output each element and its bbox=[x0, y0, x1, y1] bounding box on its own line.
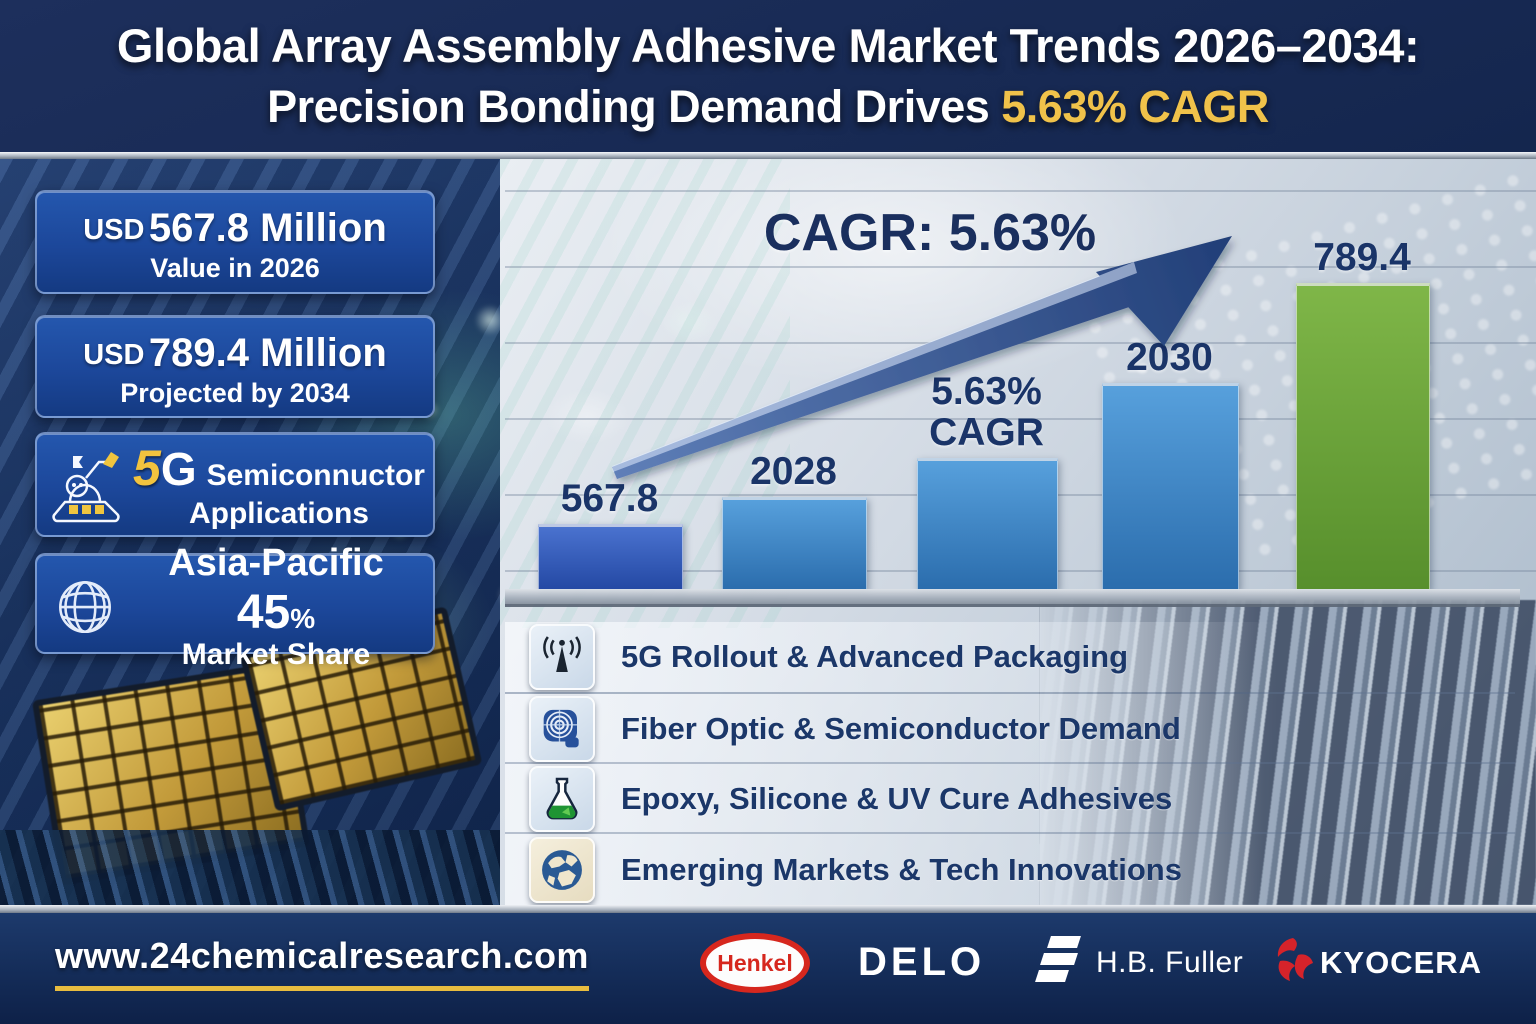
stat-card-5g-semiconductor: 5G Semiconnuctor Applications bbox=[35, 432, 435, 537]
share-unit: % bbox=[290, 602, 316, 634]
bar-label: 789.4 bbox=[1313, 236, 1411, 280]
stat-line1: Semiconnuctor bbox=[206, 458, 425, 492]
page-title-line2: Precision Bonding Demand Drives 5.63% CA… bbox=[0, 81, 1536, 133]
header: Global Array Assembly Adhesive Market Tr… bbox=[0, 18, 1536, 133]
currency-label: USD bbox=[83, 339, 145, 371]
bar-fill bbox=[917, 458, 1058, 590]
title-line2-prefix: Precision Bonding Demand Drives bbox=[267, 81, 1002, 132]
feature-label: 5G Rollout & Advanced Packaging bbox=[621, 639, 1129, 674]
row-divider bbox=[505, 762, 1515, 764]
fiber-optic-icon bbox=[529, 696, 595, 762]
chart-cagr-annotation: CAGR: 5.63% bbox=[763, 204, 1097, 262]
stat-value: 567.8 Million bbox=[148, 206, 387, 250]
feature-row-5g: 5G Rollout & Advanced Packaging bbox=[505, 622, 1536, 692]
bar-label: 567.8 bbox=[560, 477, 659, 521]
region-label: Asia-Pacific bbox=[168, 541, 384, 584]
bar-fill bbox=[1102, 383, 1239, 590]
stat-caption: Value in 2026 bbox=[150, 253, 320, 283]
henkel-logo: Henkel bbox=[700, 933, 810, 993]
stat-card-asia-pacific-share: Asia-Pacific 45% Market Share bbox=[35, 542, 435, 671]
chart-bar: 2030 bbox=[1102, 160, 1239, 590]
globe-wireframe-icon bbox=[37, 568, 133, 640]
title-cagr-highlight: 5.63% CAGR bbox=[1001, 81, 1269, 132]
stat-card-2034-projection: USD 789.4 Million Projected by 2034 bbox=[35, 315, 435, 418]
chart-bar: 789.4 bbox=[1296, 160, 1430, 590]
pick-and-place-robot-icon bbox=[37, 442, 133, 528]
bar-fill bbox=[722, 497, 867, 590]
delo-logo: DELO bbox=[858, 940, 986, 984]
kyocera-logo-text: KYOCERA bbox=[1320, 945, 1483, 980]
bar-label: 2028 bbox=[750, 450, 837, 494]
feature-row-emerging-markets: Emerging Markets & Tech Innovations bbox=[505, 834, 1536, 905]
stat-value: 789.4 Million bbox=[148, 331, 387, 375]
feature-label: Epoxy, Silicone & UV Cure Adhesives bbox=[621, 781, 1173, 816]
bar-label: 5.63% CAGR bbox=[929, 370, 1044, 455]
silver-divider-top bbox=[0, 152, 1536, 159]
5g-letter: G bbox=[160, 442, 197, 495]
feature-row-adhesives: Epoxy, Silicone & UV Cure Adhesives bbox=[505, 764, 1536, 834]
chart-bar: 567.8 bbox=[538, 160, 683, 590]
chart-bar: 2028 bbox=[722, 160, 867, 590]
row-divider bbox=[505, 692, 1515, 694]
website-link[interactable]: www.24chemicalresearch.com bbox=[55, 935, 589, 991]
footer: www.24chemicalresearch.com Henkel DELO H… bbox=[0, 913, 1536, 1024]
stat-caption: Market Share bbox=[181, 637, 371, 671]
feature-label: Emerging Markets & Tech Innovations bbox=[621, 851, 1182, 887]
flask-icon bbox=[529, 766, 595, 832]
bar-fill bbox=[1296, 283, 1430, 590]
feature-label: Fiber Optic & Semiconductor Demand bbox=[621, 711, 1181, 746]
chart-bar: 5.63% CAGR bbox=[917, 160, 1058, 590]
silver-divider-bottom bbox=[0, 905, 1536, 913]
share-value: 45 bbox=[236, 585, 291, 639]
chart-baseline bbox=[505, 589, 1520, 607]
currency-label: USD bbox=[83, 214, 145, 246]
stat-line2: Applications bbox=[188, 496, 369, 530]
feature-row-fiber: Fiber Optic & Semiconductor Demand bbox=[505, 694, 1536, 764]
circuit-board-slats bbox=[0, 830, 520, 912]
henkel-logo-text: Henkel bbox=[717, 949, 793, 976]
bar-fill bbox=[538, 524, 683, 590]
bar-label: 2030 bbox=[1126, 336, 1213, 380]
page-title-line1: Global Array Assembly Adhesive Market Tr… bbox=[116, 19, 1420, 72]
stat-caption: Projected by 2034 bbox=[120, 378, 350, 408]
hb-fuller-logo-text: H.B. Fuller bbox=[1096, 946, 1244, 979]
5g-number: 5 bbox=[133, 439, 161, 496]
bar-series: 567.8 2028 5.63% CAGR 2030 789.4 bbox=[505, 160, 1536, 590]
kyocera-logo-mark bbox=[1277, 938, 1313, 981]
globe-icon bbox=[529, 836, 595, 903]
antenna-5g-icon bbox=[529, 624, 595, 690]
stat-card-2026-value: USD 567.8 Million Value in 2026 bbox=[35, 190, 435, 294]
hb-fuller-logo-mark bbox=[1035, 936, 1085, 992]
row-divider bbox=[505, 832, 1515, 834]
